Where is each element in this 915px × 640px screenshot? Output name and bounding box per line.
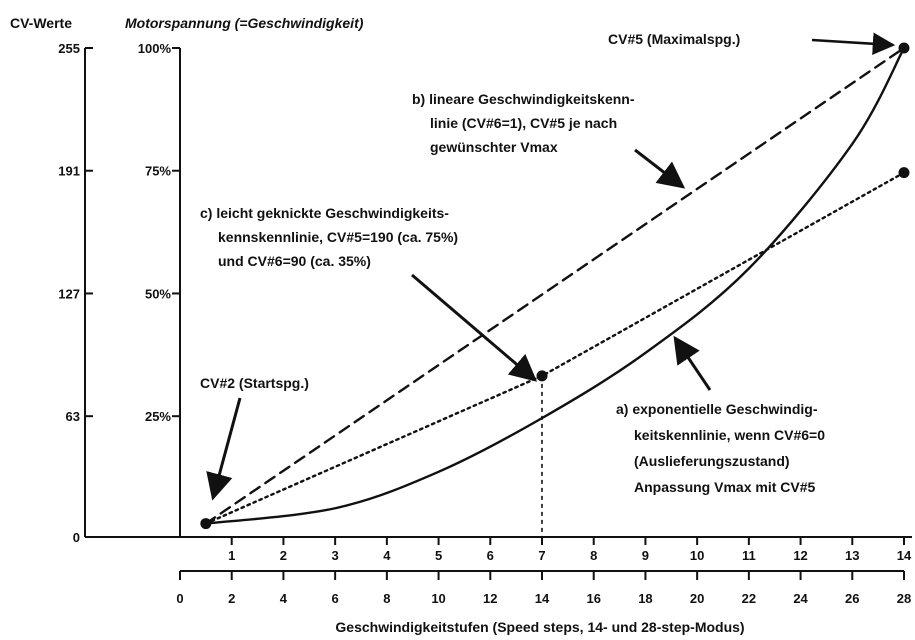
- arrow-c: [411, 273, 538, 382]
- x28-tick-label: 0: [176, 591, 183, 606]
- arrow-b: [634, 148, 686, 189]
- x14-tick-label: 14: [897, 548, 912, 563]
- x28-tick-label: 10: [431, 591, 445, 606]
- series-line: [204, 46, 906, 525]
- annotation-a: a) exponentielle Geschwindig- keitskennl…: [616, 401, 829, 495]
- annotation-cv2-line: CV#2 (Startspg.): [200, 375, 309, 391]
- annotation-b-line: b) lineare Geschwindigkeitskenn-: [412, 91, 635, 107]
- x28-tick-label: 8: [383, 591, 390, 606]
- annotation-a-line: (Auslieferungszustand): [634, 453, 790, 469]
- x28-tick-label: 18: [638, 591, 652, 606]
- x14-tick-label: 10: [690, 548, 704, 563]
- data-point: [536, 370, 548, 382]
- annotation-c-line: c) leicht geknickte Geschwindigkeits-: [200, 205, 449, 221]
- cv-tick-label: 0: [73, 530, 80, 545]
- x28-tick-label: 12: [483, 591, 497, 606]
- voltage-axis-title: Motorspannung (=Geschwindigkeit): [125, 15, 364, 31]
- x14-tick-label: 2: [280, 548, 287, 563]
- cv-tick-label: 191: [58, 164, 80, 179]
- annotation-b-line: linie (CV#6=1), CV#5 je nach: [430, 115, 617, 131]
- cv-tick-label: 127: [58, 286, 80, 301]
- x28-tick-label: 4: [280, 591, 288, 606]
- annotation-c-line: und CV#6=90 (ca. 35%): [218, 253, 371, 269]
- x28-tick-label: 28: [897, 591, 911, 606]
- x14-tick-label: 5: [435, 548, 442, 563]
- x14-tick-label: 1: [228, 548, 235, 563]
- arrow-a: [673, 335, 712, 391]
- series-line: [204, 171, 906, 525]
- x28-tick-label: 6: [332, 591, 339, 606]
- percent-tick-label: 50%: [145, 286, 171, 301]
- annotation-cv5-line: CV#5 (Maximalspg.): [608, 31, 740, 47]
- annotation-a-line: Anpassung Vmax mit CV#5: [634, 479, 815, 495]
- percent-tick-label: 25%: [145, 409, 171, 424]
- arrow-cv5: [811, 32, 896, 55]
- data-point: [898, 167, 910, 179]
- annotation-b: b) lineare Geschwindigkeitskenn- linie (…: [412, 91, 638, 155]
- x14-tick-label: 3: [332, 548, 339, 563]
- x28-tick-label: 20: [690, 591, 704, 606]
- series-line: [204, 46, 906, 525]
- percent-tick-label: 100%: [138, 41, 172, 56]
- data-point: [200, 518, 212, 530]
- cv-tick-label: 63: [66, 409, 80, 424]
- x-axis-title: Geschwindigkeitstufen (Speed steps, 14- …: [335, 619, 744, 635]
- annotation-a-line: keitskennlinie, wenn CV#6=0: [634, 427, 825, 443]
- x14-tick-label: 8: [590, 548, 597, 563]
- x14-tick-label: 9: [642, 548, 649, 563]
- annotation-cv5: CV#5 (Maximalspg.): [608, 31, 740, 47]
- percent-tick-label: 75%: [145, 164, 171, 179]
- x28-tick-label: 16: [586, 591, 600, 606]
- data-point: [898, 42, 910, 54]
- chart-points: [200, 42, 910, 530]
- x28-tick-label: 26: [845, 591, 859, 606]
- annotation-b-line: gewünschter Vmax: [430, 139, 558, 155]
- annotation-c-line: kennskennlinie, CV#5=190 (ca. 75%): [218, 229, 458, 245]
- x14-tick-label: 4: [383, 548, 391, 563]
- annotation-cv2: CV#2 (Startspg.): [200, 375, 309, 391]
- x28-tick-label: 24: [793, 591, 808, 606]
- x28-tick-label: 22: [742, 591, 756, 606]
- x14-tick-label: 13: [845, 548, 859, 563]
- x28-tick-label: 14: [535, 591, 550, 606]
- annotation-c: c) leicht geknickte Geschwindigkeits- ke…: [200, 205, 462, 269]
- x14-tick-label: 6: [487, 548, 494, 563]
- annotation-a-line: a) exponentielle Geschwindig-: [616, 401, 818, 417]
- x14-tick-label: 7: [538, 548, 545, 563]
- cv-axis-title: CV-Werte: [10, 15, 72, 31]
- x28-tick-label: 2: [228, 591, 235, 606]
- cv-tick-label: 255: [58, 41, 80, 56]
- arrow-cv2: [206, 397, 242, 501]
- x14-tick-label: 12: [793, 548, 807, 563]
- x14-tick-label: 11: [742, 548, 756, 563]
